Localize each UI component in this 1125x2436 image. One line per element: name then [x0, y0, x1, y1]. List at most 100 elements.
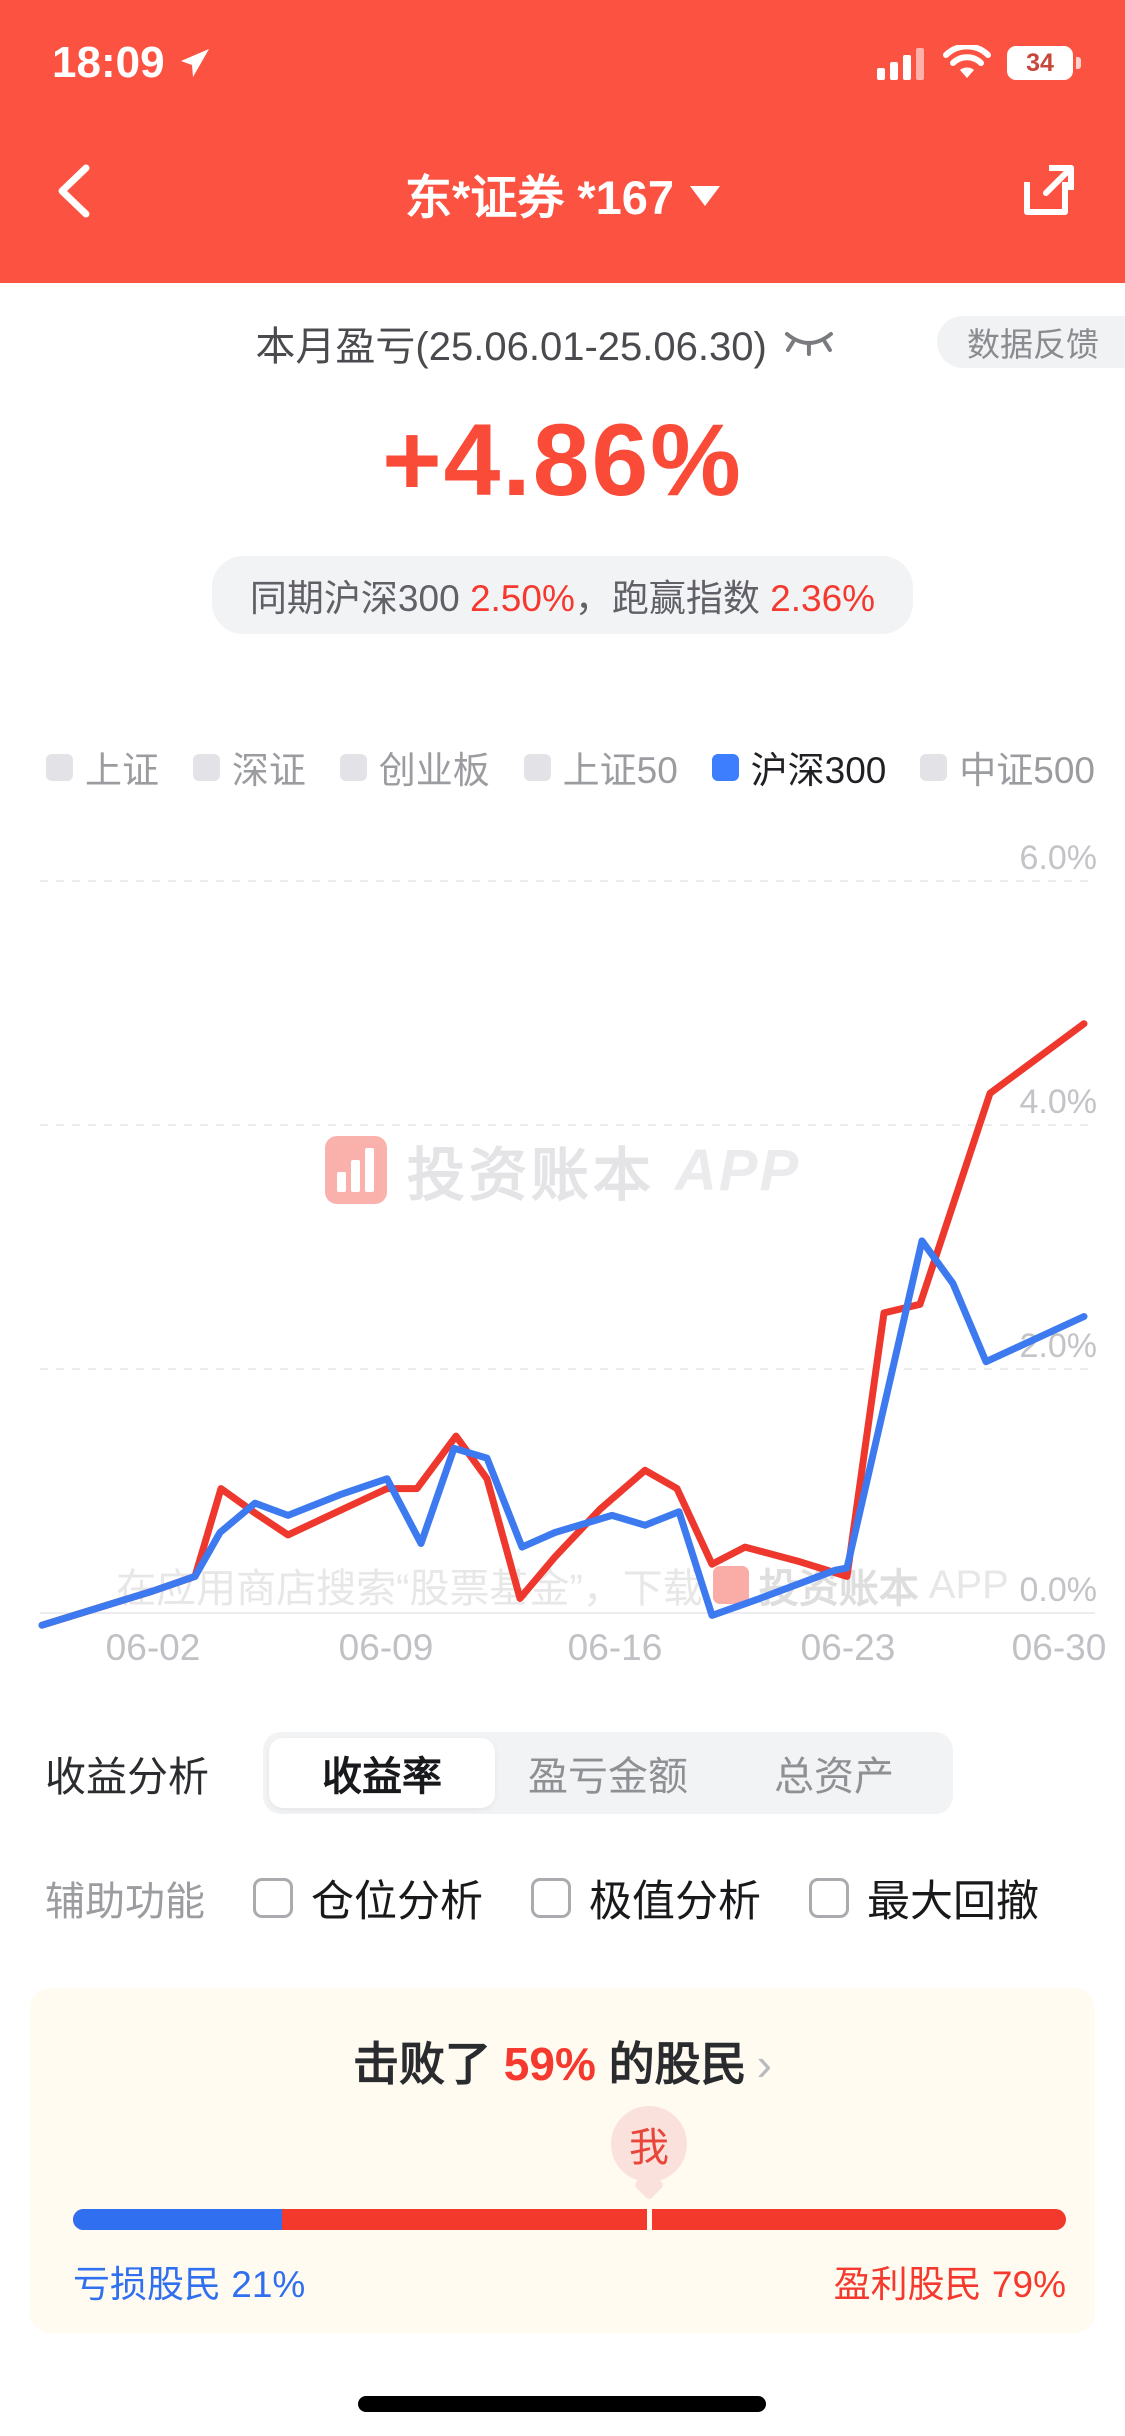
- watermark-footer: 在应用商店搜索“股票基金”，下载 投资账本 APP: [0, 1556, 1125, 1614]
- status-icons: 34: [877, 45, 1081, 81]
- legend-label: 创业板: [378, 750, 490, 791]
- rank-labels: 亏损股民 21% 盈利股民 79%: [73, 2254, 1066, 2308]
- cellular-signal-icon: [877, 48, 924, 80]
- investor-distribution-bar: [73, 2209, 1066, 2230]
- index-compare-pill: 同期沪深300 2.50%，跑赢指数 2.36%: [211, 556, 914, 634]
- aux-option-极值分析[interactable]: 极值分析: [531, 1867, 761, 1929]
- legend-label: 深证: [231, 750, 306, 791]
- aux-option-label: 仓位分析: [311, 1878, 483, 1926]
- legend-swatch-icon: [920, 753, 948, 781]
- header: 18:09 34 东*证券 *167: [0, 0, 1125, 283]
- app-logo-small-icon: [712, 1566, 749, 1604]
- legend-item-深证[interactable]: 深证: [192, 740, 306, 794]
- aux-section-label: 辅助功能: [45, 1880, 205, 1924]
- watermark-app-text: APP: [674, 1137, 801, 1203]
- checkbox-unchecked-icon[interactable]: [809, 1878, 849, 1918]
- nav-bar: 东*证券 *167: [0, 138, 1125, 248]
- status-time: 18:09: [52, 38, 213, 88]
- aux-option-仓位分析[interactable]: 仓位分析: [253, 1867, 483, 1929]
- period-row: 本月盈亏(25.06.01-25.06.30) 数据反馈: [0, 308, 1125, 372]
- account-title[interactable]: 东*证券 *167: [404, 159, 721, 228]
- metric-tabs: 收益率 盈亏金额 总资产: [263, 1732, 953, 1814]
- y-axis-tick: 2.0%: [1020, 1327, 1098, 1365]
- y-axis-tick: 4.0%: [1020, 1083, 1098, 1121]
- y-axis-tick: 0.0%: [1020, 1571, 1098, 1609]
- hs300-index-blue-line: [38, 1237, 1088, 1629]
- period-label: 本月盈亏(25.06.01-25.06.30): [255, 314, 834, 372]
- performance-line-chart[interactable]: 6.0% 4.0% 2.0% 0.0% 06-02 06-09 06-16 06-23 06-3…: [0, 810, 1125, 1670]
- my-position-label: 我: [628, 2126, 669, 2170]
- profit-investors-label: 盈利股民 79%: [833, 2264, 1066, 2305]
- beat-rate-title[interactable]: 击败了 59% 的股民 ›: [30, 2028, 1095, 2094]
- loss-investors-label: 亏损股民 21%: [73, 2264, 306, 2305]
- legend-item-沪深300[interactable]: 沪深300: [711, 740, 887, 794]
- chevron-right-icon: ›: [756, 2038, 772, 2090]
- tab-收益率[interactable]: 收益率: [269, 1738, 495, 1808]
- tab-总资产[interactable]: 总资产: [774, 1755, 894, 1799]
- monthly-return-value: +4.86%: [382, 403, 743, 517]
- share-button[interactable]: [1013, 156, 1083, 226]
- aux-functions-row: 辅助功能 仓位分析 极值分析 最大回撤: [0, 1862, 1125, 1934]
- watermark-brand-text: 投资账本: [406, 1143, 655, 1208]
- app-logo-icon: [324, 1136, 387, 1204]
- beat-percent-value: 59%: [503, 2038, 596, 2090]
- checkbox-unchecked-icon[interactable]: [531, 1878, 571, 1918]
- home-indicator[interactable]: [358, 2396, 766, 2412]
- legend-swatch-icon: [339, 753, 367, 781]
- battery-icon: 34: [1007, 46, 1081, 80]
- tab-盈亏金额[interactable]: 盈亏金额: [528, 1755, 688, 1799]
- my-position-notch: [646, 2209, 652, 2230]
- analysis-row: 收益分析 收益率 盈亏金额 总资产: [0, 1732, 1125, 1814]
- legend-label: 上证: [85, 750, 159, 791]
- wifi-icon: [943, 45, 991, 78]
- x-axis-tick: 06-30: [1012, 1627, 1107, 1668]
- x-axis-tick: 06-09: [339, 1627, 434, 1668]
- checkbox-unchecked-icon[interactable]: [253, 1878, 293, 1918]
- aux-option-label: 极值分析: [589, 1878, 761, 1926]
- location-arrow-icon: [180, 49, 209, 77]
- data-feedback-button[interactable]: 数据反馈: [937, 316, 1125, 368]
- legend-item-上证[interactable]: 上证: [46, 740, 159, 794]
- legend-label: 上证50: [562, 750, 678, 791]
- clock-text: 18:09: [52, 38, 165, 87]
- x-axis-tick: 06-23: [801, 1627, 896, 1668]
- legend-label: 中证500: [959, 750, 1095, 791]
- legend-item-中证500[interactable]: 中证500: [920, 740, 1095, 794]
- data-feedback-label: 数据反馈: [967, 326, 1099, 363]
- aux-option-最大回撤[interactable]: 最大回撤: [809, 1867, 1039, 1929]
- beat-suffix: 的股民: [595, 2038, 747, 2090]
- compare-prefix: 同期沪深300: [249, 578, 470, 619]
- x-axis-tick: 06-02: [106, 1627, 201, 1668]
- legend-swatch-icon: [523, 753, 551, 781]
- compare-mid: ，跑赢指数: [574, 578, 771, 619]
- legend-swatch-icon: [192, 753, 220, 781]
- analysis-section-label: 收益分析: [45, 1754, 209, 1800]
- rank-card: 击败了 59% 的股民 › 我 亏损股民 21% 盈利股民 79%: [30, 1988, 1095, 2333]
- beat-index-value: 2.36%: [770, 578, 876, 619]
- back-button[interactable]: [42, 156, 112, 226]
- compare-row: 同期沪深300 2.50%，跑赢指数 2.36%: [0, 556, 1125, 634]
- legend-label: 沪深300: [750, 750, 887, 791]
- loss-investors-segment: [73, 2209, 282, 2230]
- eye-closed-icon[interactable]: [783, 330, 835, 356]
- legend-swatch-icon: [46, 753, 73, 781]
- chevron-down-icon: [690, 186, 721, 206]
- aux-option-label: 最大回撤: [867, 1878, 1039, 1926]
- legend-swatch-icon: [711, 753, 739, 781]
- account-title-text: 东*证券 *167: [404, 170, 675, 224]
- index-return-value: 2.50%: [469, 578, 575, 619]
- my-position-marker: 我: [610, 2106, 687, 2182]
- beat-prefix: 击败了: [353, 2038, 504, 2090]
- legend-item-创业板[interactable]: 创业板: [339, 740, 490, 794]
- status-bar: 18:09 34: [0, 28, 1125, 98]
- y-axis-tick: 6.0%: [1020, 839, 1098, 877]
- index-legend: 上证 深证 创业板 上证50 沪深300 中证500: [0, 740, 1125, 794]
- watermark-footer-app: APP: [928, 1562, 1009, 1607]
- legend-item-上证50[interactable]: 上证50: [523, 740, 678, 794]
- account-return-red-line: [38, 1020, 1088, 1629]
- x-axis-tick: 06-16: [568, 1627, 663, 1668]
- watermark-brand: 投资账本 APP: [0, 1128, 1125, 1212]
- period-label-text: 本月盈亏(25.06.01-25.06.30): [255, 325, 767, 369]
- battery-level-text: 34: [1026, 48, 1054, 77]
